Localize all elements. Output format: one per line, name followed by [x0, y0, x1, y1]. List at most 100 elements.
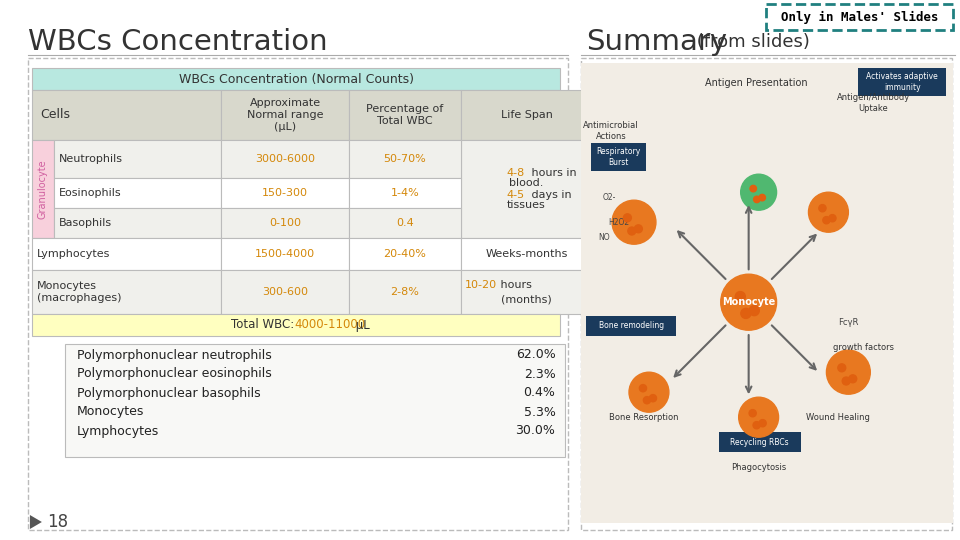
Bar	[222, 140, 349, 178]
Text: NO: NO	[598, 233, 610, 242]
Circle shape	[849, 375, 856, 383]
Text: Wound Healing: Wound Healing	[806, 413, 871, 422]
Text: 4-8: 4-8	[507, 167, 525, 178]
Text: Basophils: Basophils	[59, 218, 112, 228]
Text: blood.: blood.	[509, 179, 543, 188]
Circle shape	[823, 217, 830, 224]
Text: 1500-4000: 1500-4000	[255, 249, 315, 259]
Text: growth factors: growth factors	[833, 343, 894, 352]
Bar	[54, 178, 222, 208]
Bar	[858, 68, 947, 96]
Text: Monocytes: Monocytes	[77, 406, 144, 419]
Text: hours: hours	[496, 280, 532, 290]
Bar	[222, 90, 349, 140]
Text: O2-: O2-	[602, 193, 615, 202]
Bar	[349, 238, 461, 270]
Bar	[32, 90, 222, 140]
Text: 18: 18	[47, 513, 68, 531]
Bar	[582, 63, 953, 523]
Circle shape	[808, 192, 849, 232]
Text: Neutrophils: Neutrophils	[59, 154, 123, 164]
Text: 10-20: 10-20	[465, 280, 496, 290]
Text: Polymorphonuclear basophils: Polymorphonuclear basophils	[77, 387, 260, 400]
Text: Lymphocytes: Lymphocytes	[36, 249, 110, 259]
Text: Weeks-months: Weeks-months	[485, 249, 567, 259]
Text: Lymphocytes: Lymphocytes	[77, 424, 159, 437]
Text: hours in: hours in	[528, 167, 577, 178]
Text: 30.0%: 30.0%	[516, 424, 556, 437]
Bar	[582, 58, 952, 530]
Bar	[461, 238, 592, 270]
Circle shape	[827, 350, 871, 394]
Circle shape	[635, 225, 642, 233]
Text: Polymorphonuclear eosinophils: Polymorphonuclear eosinophils	[77, 368, 272, 381]
Bar	[222, 208, 349, 238]
Text: Life Span: Life Span	[500, 110, 552, 120]
Text: H2O2: H2O2	[609, 218, 630, 227]
Text: Bone Resorption: Bone Resorption	[610, 413, 679, 422]
Text: (from slides): (from slides)	[691, 33, 810, 51]
Text: 3000-6000: 3000-6000	[255, 154, 315, 164]
Text: 62.0%: 62.0%	[516, 348, 556, 361]
Bar	[587, 316, 676, 336]
Circle shape	[749, 306, 759, 316]
Bar	[349, 208, 461, 238]
Text: Cells: Cells	[40, 109, 70, 122]
Bar	[349, 140, 461, 178]
Bar	[54, 208, 222, 238]
Bar	[65, 344, 565, 457]
Bar	[349, 270, 461, 314]
Text: Only in Males' Slides: Only in Males' Slides	[780, 10, 938, 24]
Circle shape	[759, 194, 765, 201]
Circle shape	[741, 174, 777, 210]
Circle shape	[649, 395, 657, 402]
Text: Respiratory
Burst: Respiratory Burst	[596, 147, 641, 167]
Bar	[349, 178, 461, 208]
Bar	[28, 58, 568, 530]
Circle shape	[753, 422, 760, 429]
Text: days in: days in	[528, 190, 572, 199]
Bar	[32, 68, 561, 90]
Text: μL: μL	[352, 319, 370, 332]
Text: 1-4%: 1-4%	[391, 188, 420, 198]
Text: Granulocyte: Granulocyte	[37, 159, 48, 219]
Bar	[222, 270, 349, 314]
Bar	[32, 238, 222, 270]
Circle shape	[628, 227, 636, 235]
Text: 2.3%: 2.3%	[523, 368, 556, 381]
Text: 4-5: 4-5	[507, 190, 525, 199]
Circle shape	[643, 396, 651, 404]
Bar	[32, 314, 561, 336]
Text: FcγR: FcγR	[838, 318, 858, 327]
Text: Antimicrobial
Actions: Antimicrobial Actions	[584, 122, 639, 141]
Bar	[32, 270, 222, 314]
Circle shape	[721, 274, 777, 330]
Text: 2-8%: 2-8%	[391, 287, 420, 297]
Circle shape	[735, 292, 745, 302]
Text: 300-600: 300-600	[262, 287, 308, 297]
Circle shape	[842, 377, 851, 385]
Text: Antigen Presentation: Antigen Presentation	[705, 78, 807, 88]
Circle shape	[838, 364, 846, 372]
Text: Monocyte: Monocyte	[722, 297, 776, 307]
Circle shape	[612, 200, 656, 244]
Text: Polymorphonuclear neutrophils: Polymorphonuclear neutrophils	[77, 348, 272, 361]
Circle shape	[819, 205, 826, 212]
Text: 50-70%: 50-70%	[383, 154, 426, 164]
Bar	[461, 140, 592, 238]
FancyBboxPatch shape	[766, 4, 953, 30]
Bar	[719, 432, 801, 452]
Text: 150-300: 150-300	[262, 188, 308, 198]
Circle shape	[738, 397, 779, 437]
Bar	[32, 140, 54, 238]
Text: Percentage of
Total WBC: Percentage of Total WBC	[366, 104, 444, 126]
Circle shape	[623, 214, 632, 222]
Text: 0.4: 0.4	[396, 218, 414, 228]
Circle shape	[759, 420, 766, 427]
Text: Antigen/Antibody
Uptake: Antigen/Antibody Uptake	[837, 93, 910, 113]
Bar	[591, 143, 646, 171]
Text: WBCs Concentration: WBCs Concentration	[28, 28, 327, 56]
Text: Approximate
Normal range
(μL): Approximate Normal range (μL)	[247, 98, 324, 132]
Text: Phagocytosis: Phagocytosis	[731, 463, 786, 472]
Text: Total WBC:: Total WBC:	[231, 319, 299, 332]
